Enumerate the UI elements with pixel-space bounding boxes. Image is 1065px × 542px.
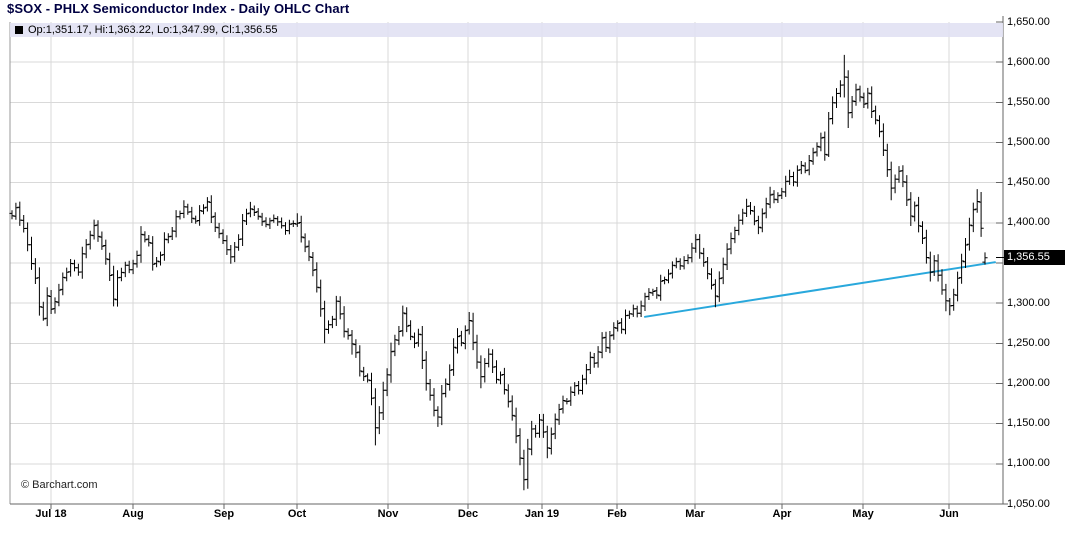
y-axis-label: 1,500.00	[1007, 136, 1050, 148]
x-axis-label: Jan 19	[524, 508, 560, 520]
x-axis-label: Jul 18	[35, 508, 67, 520]
ohlc-bars	[9, 54, 988, 491]
x-axis-label: Apr	[772, 508, 792, 520]
y-axis-label: 1,600.00	[1007, 55, 1050, 68]
x-axis-label: Sep	[213, 508, 235, 520]
watermark: © Barchart.com	[21, 479, 98, 491]
x-axis-label: Oct	[287, 508, 307, 520]
y-axis-label: 1,550.00	[1007, 95, 1050, 108]
x-axis-label: Dec	[457, 508, 479, 520]
ohlc-legend: Op:1,351.17, Hi:1,363.22, Lo:1,347.99, C…	[10, 23, 1003, 37]
x-axis-label: May	[852, 508, 874, 520]
x-axis-label: Jun	[939, 508, 959, 520]
y-axis-label: 1,100.00	[1007, 457, 1050, 470]
chart-title: $SOX - PHLX Semiconductor Index - Daily …	[7, 1, 350, 16]
y-axis-label: 1,200.00	[1007, 377, 1050, 389]
y-axis-label: 1,150.00	[1007, 417, 1050, 430]
y-axis-label: 1,650.00	[1007, 15, 1050, 28]
y-axis-label: 1,450.00	[1007, 176, 1050, 189]
y-axis-label: 1,050.00	[1007, 497, 1050, 510]
last-price-label: 1,356.55	[1004, 249, 1065, 265]
y-axis-label: 1,400.00	[1007, 216, 1050, 229]
gridlines	[10, 22, 1003, 504]
x-axis-label: Aug	[122, 508, 144, 520]
x-axis-label: Feb	[607, 508, 627, 520]
legend-series-swatch-icon	[15, 26, 23, 34]
x-axis-label: Mar	[685, 508, 705, 520]
legend-ohlc-text: Op:1,351.17, Hi:1,363.22, Lo:1,347.99, C…	[28, 24, 278, 36]
y-axis-label: 1,300.00	[1007, 296, 1050, 309]
axes	[9, 16, 1008, 509]
x-axis-label: Nov	[377, 508, 399, 520]
y-axis-label: 1,250.00	[1007, 336, 1050, 349]
trendline	[644, 261, 996, 318]
